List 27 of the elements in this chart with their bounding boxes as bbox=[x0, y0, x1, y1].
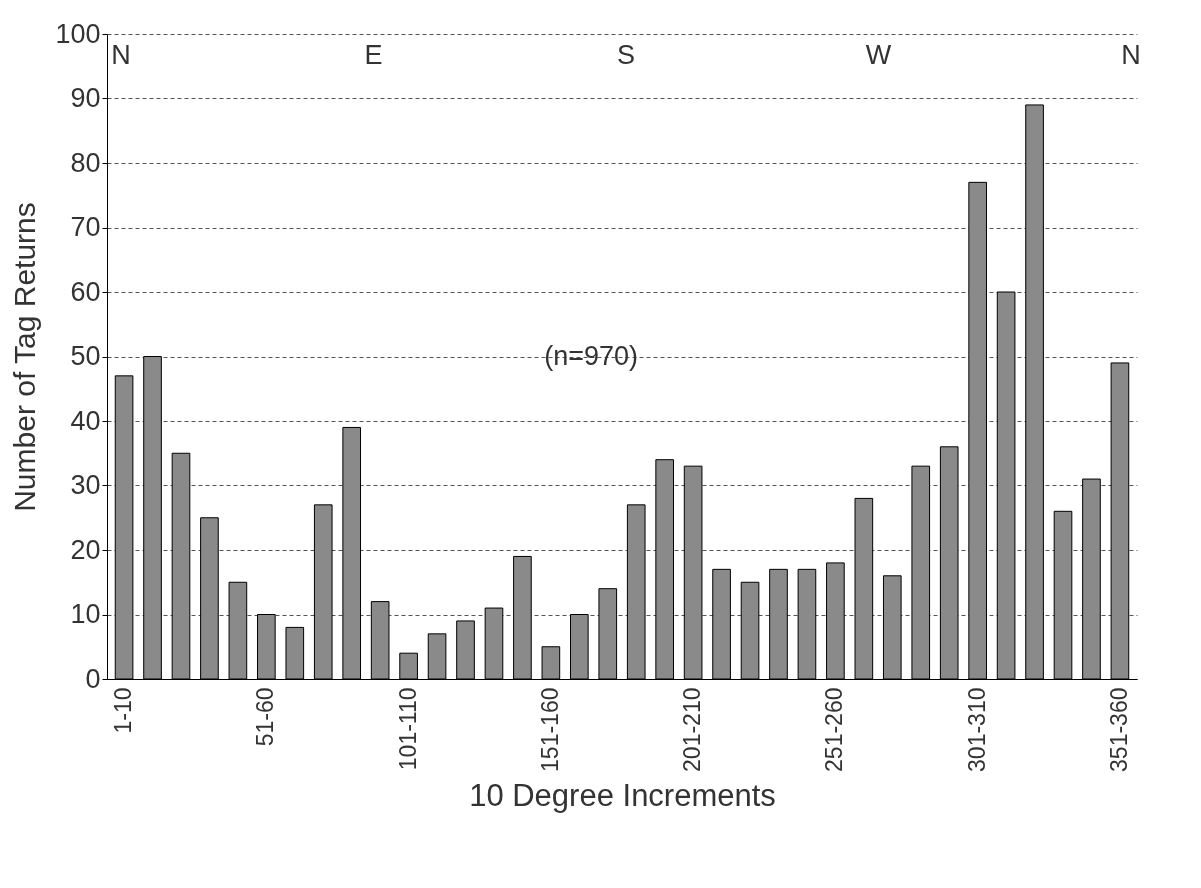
y-tick-label: 80 bbox=[70, 147, 101, 178]
y-axis-title: Number of Tag Returns bbox=[8, 202, 42, 512]
x-tick-label: 301-310 bbox=[963, 687, 990, 772]
x-tick-label: 201-210 bbox=[679, 687, 706, 772]
annotation: W bbox=[865, 40, 892, 70]
y-tick-label: 100 bbox=[55, 18, 101, 49]
annotation: E bbox=[364, 40, 383, 70]
x-tick-label: 151-160 bbox=[536, 687, 563, 772]
y-tick-label: 10 bbox=[70, 599, 101, 629]
y-tick-label: 40 bbox=[70, 405, 101, 436]
y-tick-label: 50 bbox=[70, 341, 101, 371]
x-tick-label: 351-360 bbox=[1105, 687, 1132, 772]
y-tick-label: 70 bbox=[70, 212, 101, 242]
x-tick-label: 51-60 bbox=[252, 687, 279, 747]
annotation: N bbox=[1121, 40, 1141, 70]
annotation: S bbox=[616, 40, 636, 70]
y-tick-label: 60 bbox=[70, 276, 101, 307]
y-tick-label: 90 bbox=[70, 83, 101, 113]
y-tick-label: 20 bbox=[70, 534, 101, 565]
y-tick-label: 0 bbox=[85, 663, 101, 694]
y-tick-label: 30 bbox=[70, 470, 101, 500]
x-tick-label: 101-110 bbox=[394, 687, 421, 771]
annotation: N bbox=[111, 40, 131, 70]
x-tick-label: 251-260 bbox=[821, 687, 848, 772]
x-tick-label: 1-10 bbox=[110, 687, 137, 734]
x-axis-title: 10 Degree Increments bbox=[469, 777, 776, 813]
annotation: (n=970) bbox=[544, 340, 639, 371]
